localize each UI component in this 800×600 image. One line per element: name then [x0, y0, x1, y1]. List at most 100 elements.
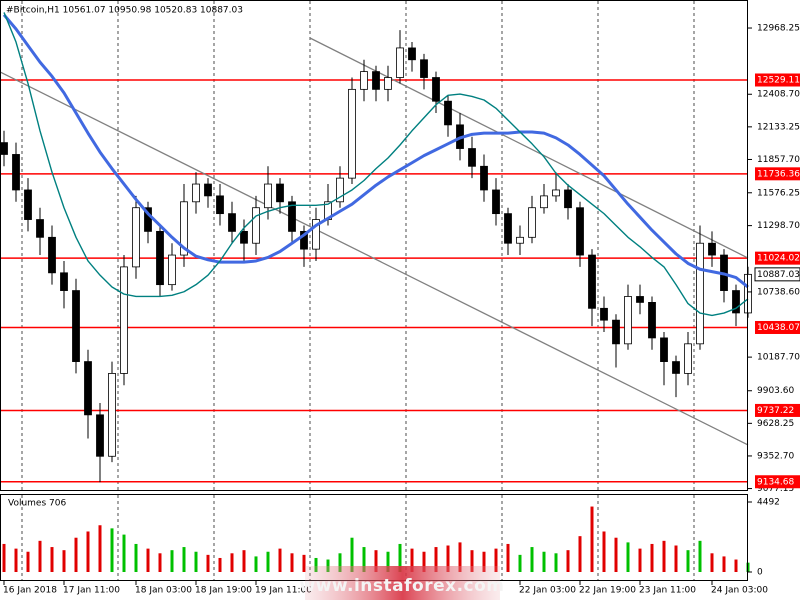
volume-bar — [614, 537, 618, 572]
volume-bar — [674, 545, 678, 572]
volume-bar — [266, 551, 270, 572]
x-tick-label: 22 Jan 19:00 — [579, 586, 636, 596]
volume-bar — [338, 553, 342, 572]
volume-bar — [314, 557, 318, 572]
volume-bar — [494, 548, 498, 572]
y-tick-label: 10738.60 — [757, 287, 800, 297]
candle-body — [252, 207, 260, 244]
candle-body — [216, 195, 224, 215]
volume-bar — [626, 542, 630, 572]
candle-body — [312, 219, 320, 250]
volume-bar — [722, 556, 726, 572]
volume-bar — [26, 551, 30, 572]
level-tag — [755, 167, 800, 181]
level-label: 9737.22 — [757, 406, 794, 416]
candle-body — [480, 165, 488, 191]
y-tick-label: 12408.70 — [757, 90, 800, 100]
candle-body — [612, 319, 620, 345]
level-label: 10438.07 — [757, 323, 800, 333]
y-tick-label: 9628.25 — [757, 419, 794, 429]
candle-body — [444, 100, 452, 126]
candle-body — [540, 195, 548, 209]
candle-body — [72, 290, 80, 362]
level-label: 9134.68 — [757, 477, 794, 487]
level-tag — [755, 403, 800, 417]
volume-bar — [302, 554, 306, 572]
volume-bar — [638, 548, 642, 572]
candle-body — [0, 142, 8, 155]
volume-bar — [530, 547, 534, 572]
x-tick-label: 17 Jan 11:00 — [63, 586, 120, 596]
candle-body — [684, 343, 692, 374]
level-tag — [755, 475, 800, 489]
level-tag — [755, 320, 800, 334]
volume-bar — [410, 548, 414, 572]
volume-bar — [254, 556, 258, 572]
candle-body — [12, 154, 20, 191]
candle-body — [360, 71, 368, 90]
volume-bar — [542, 551, 546, 572]
volume-bar — [182, 547, 186, 572]
candle-body — [384, 77, 392, 90]
volume-bar — [566, 550, 570, 572]
axis: 12968.25 12408.70 12133.25 11857.70 11576.25… — [3, 24, 800, 596]
volume-bar — [146, 548, 150, 572]
candle-body — [552, 189, 560, 197]
volume-bar — [170, 550, 174, 572]
volume-bar — [194, 551, 198, 572]
grid — [21, 1, 695, 580]
volume-bar — [362, 547, 366, 572]
candle-body — [84, 361, 92, 416]
level-tag — [755, 251, 800, 265]
volume-bar — [242, 550, 246, 572]
volume-bar — [122, 534, 126, 572]
candle-body — [564, 189, 572, 209]
volume-bar — [74, 537, 78, 572]
volume-bar — [446, 545, 450, 572]
volume-tick-label: 0 — [757, 568, 763, 578]
candle-body — [24, 189, 32, 220]
y-tick-label: 9903.60 — [757, 386, 794, 396]
level-label: 12529.11 — [757, 75, 800, 85]
x-tick-label: 16 Jan 2018 — [3, 586, 57, 596]
volume-bar — [386, 551, 390, 572]
volume-bar — [482, 551, 486, 572]
candle-body — [636, 296, 644, 303]
candle-body — [264, 183, 272, 209]
candle-body — [288, 201, 296, 232]
candle-body — [432, 77, 440, 102]
candle-body — [36, 219, 44, 238]
y-tick-label: 9077.15 — [757, 484, 794, 494]
candle-body — [420, 59, 428, 78]
volume-bar — [470, 550, 474, 572]
x-tick-label: 22 Jan 03:00 — [519, 586, 576, 596]
candle-body — [576, 207, 584, 256]
candle-body — [192, 183, 200, 203]
chart-title: #Bitcoin,H1 10561.07 10950.98 10520.83 1… — [6, 6, 243, 16]
candle-body — [168, 254, 176, 286]
y-tick-label: 11857.70 — [757, 155, 800, 165]
volume-bar — [374, 550, 378, 572]
watermark-band — [305, 566, 500, 600]
volume-bar — [206, 554, 210, 572]
candle-body — [396, 47, 404, 78]
candle-body — [648, 302, 656, 339]
candle-body — [660, 337, 668, 362]
moving-average — [3, 12, 749, 317]
volume-bar — [434, 547, 438, 572]
price-panel-border — [0, 0, 748, 491]
y-tick-label: 10187.70 — [757, 353, 800, 363]
candle-body — [96, 414, 104, 457]
volume-bar — [398, 543, 402, 572]
candle-body — [372, 71, 380, 90]
volume-bar — [158, 553, 162, 572]
volume-bar — [14, 548, 18, 572]
volume-bar — [350, 537, 354, 572]
price-tag — [754, 267, 800, 282]
x-tick-label: 24 Jan 03:00 — [711, 586, 768, 596]
candle-body — [48, 236, 56, 274]
volume-bar — [518, 554, 522, 572]
volume-bar — [578, 536, 582, 572]
volume-bar — [38, 540, 42, 572]
x-tick-label: 19 Jan 11:00 — [255, 586, 312, 596]
